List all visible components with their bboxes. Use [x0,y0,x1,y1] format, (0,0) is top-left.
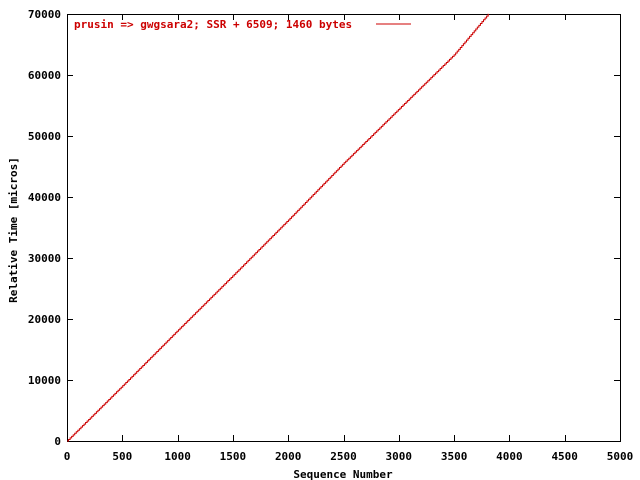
x-tick-label: 0 [64,450,71,463]
y-tick-label: 60000 [28,69,61,82]
x-tick-label: 3000 [386,450,413,463]
x-tick-label: 2000 [275,450,302,463]
series-line-0 [67,13,489,442]
y-tick-label: 30000 [28,252,61,265]
y-tick-label: 20000 [28,313,61,326]
axes-frame [67,14,621,442]
legend-label: prusin => gwgsara2; SSR + 6509; 1460 byt… [74,18,352,31]
x-tick-label: 3500 [441,450,468,463]
y-axis-label: Relative Time [micros] [7,157,20,303]
x-tick-label: 2500 [330,450,357,463]
tick-marks [67,14,621,442]
x-axis-label: Sequence Number [293,468,393,480]
plot-border [67,14,621,442]
y-tick-label: 70000 [28,8,61,21]
y-tick-label: 0 [54,435,61,448]
x-tick-label: 500 [112,450,132,463]
y-tick-labels: 0 10000 20000 30000 40000 50000 60000 70000 [28,8,61,448]
series-layer [67,13,489,442]
y-tick-label: 50000 [28,130,61,143]
y-tick-label: 10000 [28,374,61,387]
x-tick-label: 4000 [496,450,523,463]
y-tick-label: 40000 [28,191,61,204]
x-tick-label: 4500 [551,450,578,463]
x-tick-label: 5000 [607,450,634,463]
legend: prusin => gwgsara2; SSR + 6509; 1460 byt… [74,18,411,31]
x-tick-label: 1500 [220,450,247,463]
x-tick-label: 1000 [164,450,191,463]
x-tick-labels: 0 500 1000 1500 2000 2500 3000 3500 4000 4500 5000 [64,450,634,463]
